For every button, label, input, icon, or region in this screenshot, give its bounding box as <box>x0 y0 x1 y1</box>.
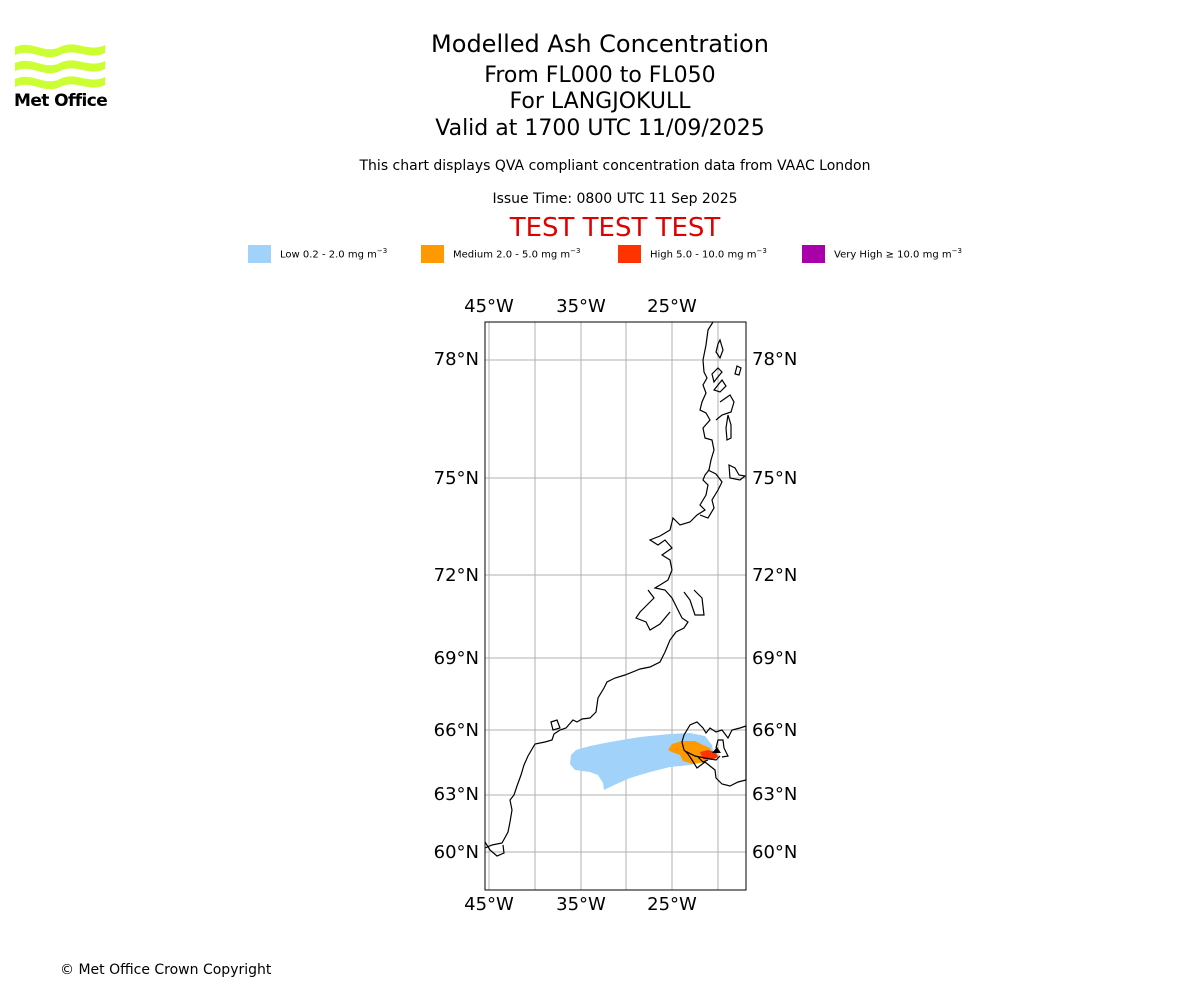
lon-label-bottom: 35°W <box>556 894 606 915</box>
coastlines <box>484 321 747 857</box>
lon-label-bottom: 45°W <box>464 894 514 915</box>
legend-swatch-medium <box>421 245 444 263</box>
lat-label-left: 72°N <box>434 565 479 586</box>
lat-label-right: 66°N <box>752 720 797 741</box>
ash-medium-region <box>668 741 712 764</box>
lat-label-left: 60°N <box>434 842 479 863</box>
lat-label-right: 72°N <box>752 565 797 586</box>
lon-label-top: 35°W <box>556 296 606 317</box>
lon-label-top: 25°W <box>647 296 697 317</box>
legend-label-low: Low 0.2 - 2.0 mg m−3 <box>280 247 388 261</box>
lon-label-bottom: 25°W <box>647 894 697 915</box>
test-banner: TEST TEST TEST <box>509 213 721 243</box>
lat-label-left: 75°N <box>434 468 479 489</box>
volcano-marker <box>712 747 721 753</box>
chart-title: Modelled Ash Concentration <box>431 30 769 58</box>
legend-swatch-high <box>618 245 641 263</box>
lat-label-left: 69°N <box>434 648 479 669</box>
lat-label-left: 63°N <box>434 784 479 805</box>
map-frame <box>484 321 747 891</box>
flight-level-range: From FL000 to FL050 <box>484 63 716 88</box>
legend-label-medium: Medium 2.0 - 5.0 mg m−3 <box>453 247 581 261</box>
lat-label-right: 60°N <box>752 842 797 863</box>
lat-label-right: 63°N <box>752 784 797 805</box>
legend-swatch-low <box>248 245 271 263</box>
lat-label-right: 78°N <box>752 349 797 370</box>
met-office-logo-text: Met Office <box>14 91 108 111</box>
issue-time: Issue Time: 0800 UTC 11 Sep 2025 <box>492 191 738 207</box>
lat-label-right: 69°N <box>752 648 797 669</box>
ash-map: 45°W 35°W 25°W 45°W 35°W 25°W 78°N 75°N … <box>434 296 798 915</box>
lat-label-left: 78°N <box>434 349 479 370</box>
map-gridlines <box>485 322 746 890</box>
met-office-logo <box>15 44 105 90</box>
copyright-notice: © Met Office Crown Copyright <box>60 962 272 978</box>
volcano-name: For LANGJOKULL <box>509 89 691 114</box>
legend-swatch-very-high <box>802 245 825 263</box>
legend-label-high: High 5.0 - 10.0 mg m−3 <box>650 247 767 261</box>
legend-label-very-high: Very High ≥ 10.0 mg m−3 <box>834 247 962 261</box>
lon-label-top: 45°W <box>464 296 514 317</box>
lat-label-right: 75°N <box>752 468 797 489</box>
chart-subtitle: This chart displays QVA compliant concen… <box>359 158 871 174</box>
valid-time: Valid at 1700 UTC 11/09/2025 <box>435 116 765 141</box>
lat-label-left: 66°N <box>434 720 479 741</box>
